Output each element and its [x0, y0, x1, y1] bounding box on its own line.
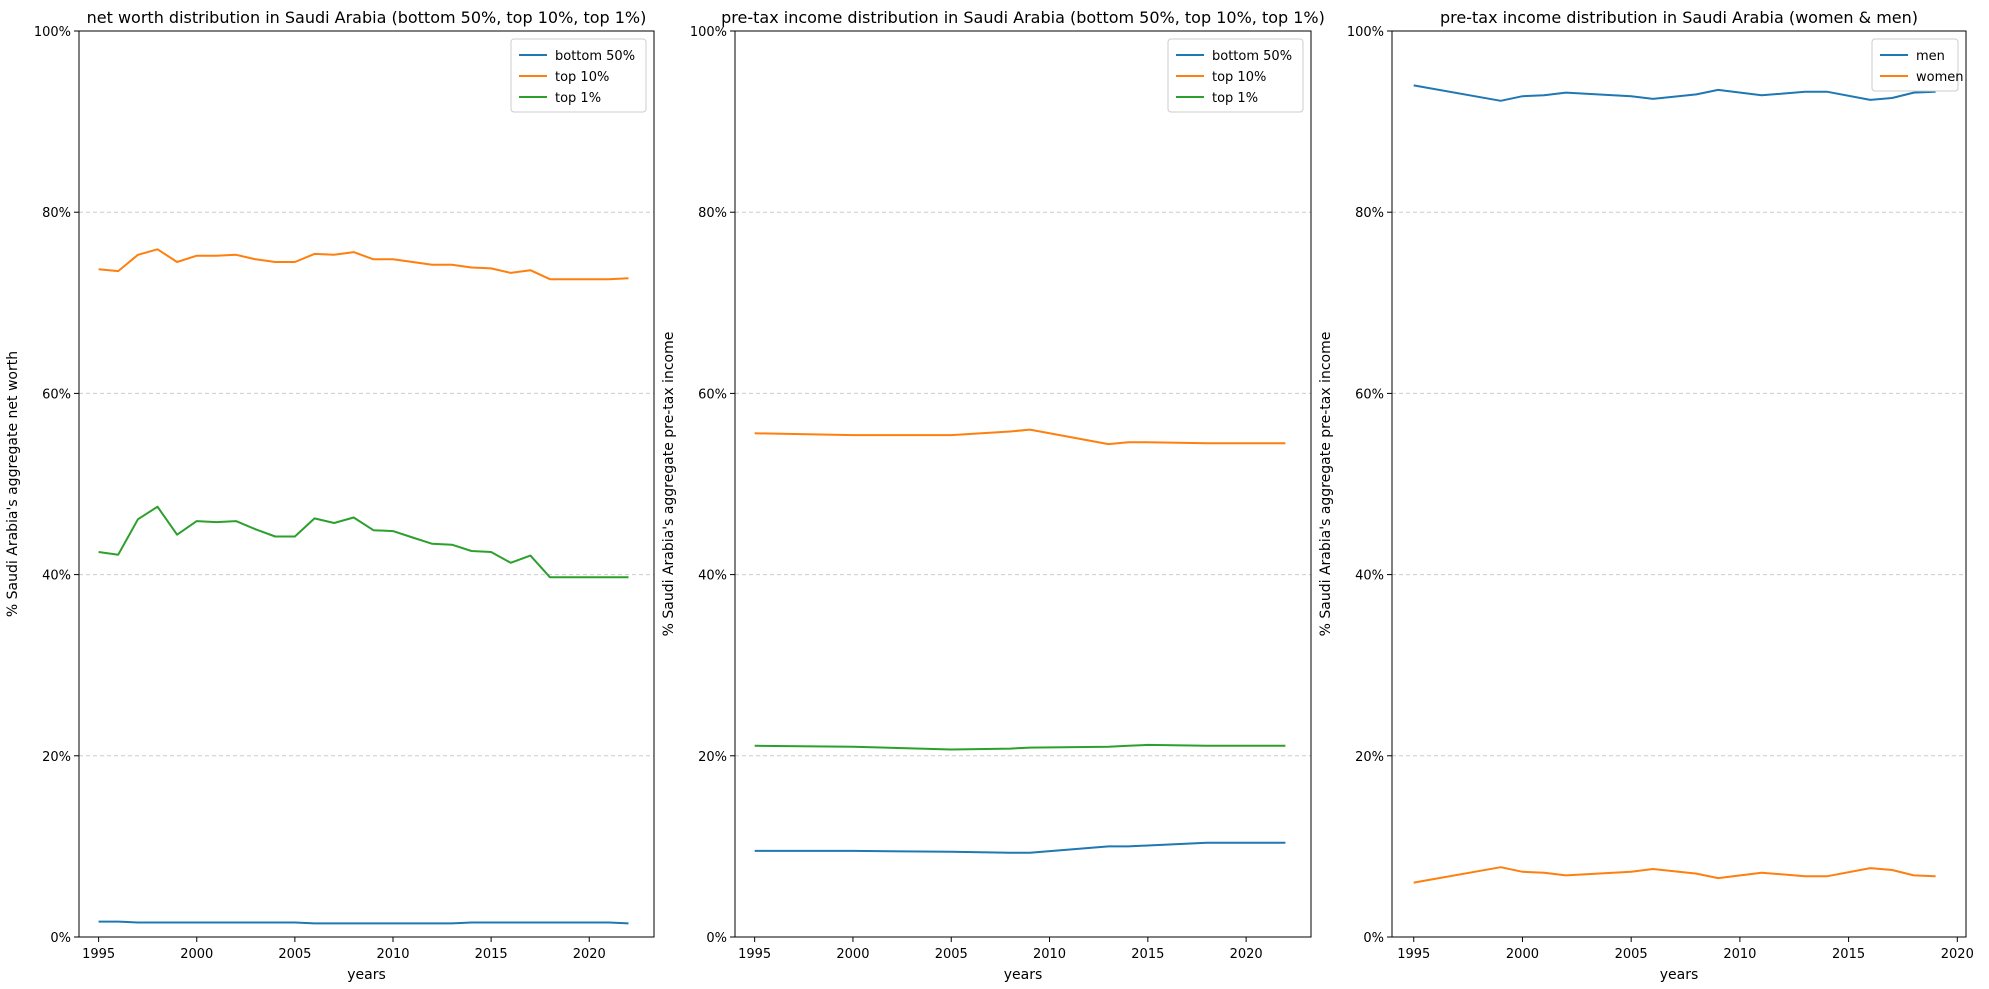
- series-line-top-1-: [754, 743, 1286, 751]
- chart-title: pre-tax income distribution in Saudi Ara…: [1440, 8, 1918, 27]
- y-tick-label: 40%: [698, 569, 727, 584]
- x-tick-label: 2015: [475, 947, 508, 962]
- y-tick-label: 80%: [42, 206, 71, 221]
- y-tick-label: 40%: [1355, 569, 1384, 584]
- x-tick-label: 2005: [1615, 947, 1648, 962]
- x-tick-label: 2015: [1832, 947, 1865, 962]
- y-tick-label: 80%: [698, 206, 727, 221]
- chart-panel-2: 0% 20% 40% 60% 80% 100% 1995 2000 2005 2010 2015 20…: [661, 8, 1325, 983]
- y-tick-label: 100%: [690, 25, 727, 40]
- legend-box: [1871, 38, 1959, 92]
- x-tick-label: 1995: [82, 947, 115, 962]
- x-tick-label: 2000: [836, 947, 869, 962]
- x-tick-label: 2020: [573, 947, 606, 962]
- x-tick-label: 2005: [278, 947, 311, 962]
- series-line-top-10-: [98, 248, 629, 281]
- legend-label: top 1%: [1212, 91, 1258, 106]
- plot-frame: [78, 30, 655, 938]
- y-tick-label: 60%: [42, 387, 71, 402]
- x-tick-label: 2000: [1506, 947, 1539, 962]
- chart-title: pre-tax income distribution in Saudi Ara…: [721, 8, 1325, 27]
- legend-label: top 10%: [1212, 70, 1266, 85]
- legend-label: bottom 50%: [555, 49, 635, 64]
- y-tick-label: 40%: [42, 569, 71, 584]
- legend-label: bottom 50%: [1212, 49, 1292, 64]
- x-axis-label: years: [1004, 967, 1043, 983]
- y-tick-label: 100%: [34, 25, 71, 40]
- legend: bottom 50% top 10% top 1%: [1167, 38, 1304, 113]
- y-axis-label: % Saudi Arabia's aggregate net worth: [5, 351, 21, 617]
- x-tick-label: 2005: [935, 947, 968, 962]
- y-tick-label: 20%: [698, 750, 727, 765]
- legend-box: [1167, 38, 1304, 113]
- x-tick-label: 2020: [1941, 947, 1974, 962]
- x-tick-label: 1995: [738, 947, 771, 962]
- x-tick-label: 2015: [1131, 947, 1164, 962]
- y-axis-label: % Saudi Arabia's aggregate pre-tax incom…: [661, 332, 677, 637]
- series-line-women: [1413, 866, 1936, 884]
- plot-frame: [734, 30, 1312, 938]
- plot-frame: [1391, 30, 1967, 938]
- x-tick-label: 2010: [1033, 947, 1066, 962]
- y-tick-label: 0%: [50, 931, 71, 946]
- y-tick-label: 80%: [1355, 206, 1384, 221]
- legend-label: top 10%: [555, 70, 609, 85]
- y-tick-label: 60%: [698, 387, 727, 402]
- chart-panel-1: 0% 20% 40% 60% 80% 100% 1995 2000 2005 2010 2015 20…: [5, 8, 655, 983]
- series-line-men: [1413, 84, 1936, 102]
- legend-box: [510, 38, 647, 113]
- legend-label: top 1%: [555, 91, 601, 106]
- legend: bottom 50% top 10% top 1%: [510, 38, 647, 113]
- x-axis-label: years: [347, 967, 386, 983]
- y-tick-label: 20%: [1355, 750, 1384, 765]
- legend: men women: [1871, 38, 1964, 92]
- y-tick-label: 60%: [1355, 387, 1384, 402]
- chart-panel-3: 0% 20% 40% 60% 80% 100% 1995 2000 2005 2010 2015 20…: [1318, 8, 1974, 983]
- series-line-bottom-50-: [98, 920, 629, 925]
- x-tick-label: 2020: [1230, 947, 1263, 962]
- y-tick-label: 100%: [1347, 25, 1384, 40]
- x-tick-label: 1995: [1397, 947, 1430, 962]
- x-axis-label: years: [1660, 967, 1699, 983]
- y-tick-label: 20%: [42, 750, 71, 765]
- x-tick-label: 2010: [376, 947, 409, 962]
- y-tick-label: 0%: [1363, 931, 1384, 946]
- series-line-top-1-: [98, 505, 629, 579]
- series-line-bottom-50-: [754, 841, 1286, 854]
- series-line-top-10-: [754, 428, 1286, 446]
- y-axis-label: % Saudi Arabia's aggregate pre-tax incom…: [1318, 332, 1334, 637]
- x-tick-label: 2010: [1723, 947, 1756, 962]
- chart-title: net worth distribution in Saudi Arabia (…: [87, 8, 647, 27]
- legend-label: women: [1916, 70, 1964, 85]
- legend-label: men: [1916, 49, 1945, 64]
- y-tick-label: 0%: [706, 931, 727, 946]
- x-tick-label: 2000: [180, 947, 213, 962]
